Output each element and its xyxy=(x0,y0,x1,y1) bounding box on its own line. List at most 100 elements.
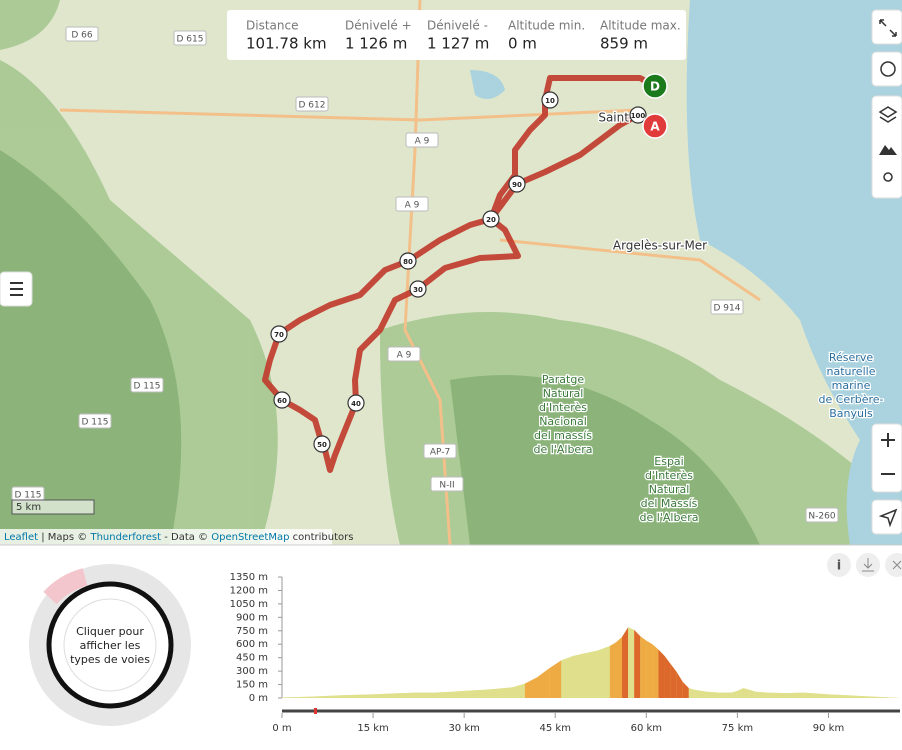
elevation-segment xyxy=(628,627,635,698)
elevation-segment xyxy=(597,646,610,698)
elevation-segment xyxy=(433,691,453,698)
km-label: 100 xyxy=(631,112,646,120)
road-label: N-II xyxy=(439,481,454,491)
elevation-segment xyxy=(707,691,720,698)
widget-text: afficher les xyxy=(80,639,141,652)
end-label: A xyxy=(650,120,660,134)
x-tick-label: 75 km xyxy=(722,723,753,734)
km-label: 60 xyxy=(277,397,287,405)
widget-text: Cliquer pour xyxy=(76,625,144,638)
sea-label: naturelle xyxy=(827,365,876,378)
y-tick-label: 600 m xyxy=(236,639,268,650)
elevation-segment xyxy=(640,636,647,698)
y-tick-label: 1200 m xyxy=(230,585,268,596)
road-label: AP-7 xyxy=(430,448,450,458)
link[interactable]: Leaflet xyxy=(4,532,38,543)
y-tick-label: 1350 m xyxy=(230,572,268,583)
scale-bar xyxy=(11,499,95,515)
park-label: del massís xyxy=(534,429,592,442)
stats: Distance 101.78 km Dénivelé + 1 126 m Dénive… xyxy=(246,19,681,53)
road-label: D 615 xyxy=(177,35,204,45)
stats-panel xyxy=(227,10,686,60)
elevation-segment xyxy=(767,692,786,698)
y-tick-label: 0 m xyxy=(249,693,268,704)
km-marker xyxy=(629,106,647,124)
elevation-segment xyxy=(494,687,513,698)
stat-value: 1 127 m xyxy=(427,35,489,53)
elevation-segment xyxy=(561,655,574,698)
road-shield xyxy=(710,299,744,315)
stat-value: 1 126 m xyxy=(345,35,407,53)
park-label: Espai xyxy=(654,455,683,468)
icon xyxy=(879,19,897,37)
km-marker xyxy=(270,325,288,343)
road-shield xyxy=(430,476,464,492)
fullscreen-button[interactable] xyxy=(871,9,902,45)
elevation-segment xyxy=(391,693,404,698)
elevation-segment xyxy=(524,677,538,698)
route-markers: 10 100 90 20 80 30 70 60 40 50 D A xyxy=(270,73,668,453)
km-label: 80 xyxy=(403,258,413,266)
road-shield xyxy=(173,30,207,46)
close-button[interactable] xyxy=(885,553,902,577)
start-marker xyxy=(642,73,668,99)
road-label: D 115 xyxy=(82,418,109,428)
km-marker xyxy=(541,91,559,109)
info-button[interactable] xyxy=(827,553,851,577)
text: contributors xyxy=(293,532,354,543)
elevation-segment xyxy=(846,695,865,698)
km-label: 70 xyxy=(274,331,284,339)
layers-button-group[interactable] xyxy=(871,95,902,199)
road-label: A 9 xyxy=(415,137,430,147)
elevation-segment xyxy=(622,627,629,698)
km-label: 20 xyxy=(486,216,496,224)
scale-label: 5 km xyxy=(16,502,41,513)
elevation-segment xyxy=(804,692,829,698)
start-label: D xyxy=(650,80,660,94)
stat-value: 859 m xyxy=(600,35,648,53)
sea-label: de Cerbère- xyxy=(819,393,884,406)
stat-label: Distance xyxy=(246,19,298,33)
link[interactable]: Thunderforest xyxy=(89,532,161,543)
road-shield xyxy=(423,443,457,459)
x-tick-label: 45 km xyxy=(540,723,571,734)
icon xyxy=(879,145,897,155)
elevation-segment xyxy=(403,692,416,698)
elevation-segment xyxy=(512,683,525,698)
elevation-chart: 0 m 150 m 300 m 450 m 600 m 750 m 900 m 1050 m 1… xyxy=(230,572,900,734)
road-shield xyxy=(387,346,421,362)
elevation-segment xyxy=(743,688,750,698)
sea-label: Réserve xyxy=(829,351,873,364)
town-label: Argelès-sur-Mer xyxy=(613,239,707,253)
km-marker xyxy=(508,175,526,193)
donut-inner xyxy=(46,581,174,709)
sea-label: marine xyxy=(832,379,871,392)
elevation-segment xyxy=(634,629,641,698)
donut-outer xyxy=(29,564,191,726)
elevation-segment xyxy=(883,697,900,698)
park-label: Natural xyxy=(649,483,690,496)
km-label: 50 xyxy=(317,441,327,449)
elevation-segment xyxy=(342,694,355,698)
link[interactable]: OpenStreetMap xyxy=(211,532,289,543)
park-label: de l'Albera xyxy=(534,443,593,456)
elevation-segment xyxy=(585,650,598,698)
elevation-segment xyxy=(609,642,616,698)
road-label: D 66 xyxy=(71,31,93,41)
settings-button[interactable] xyxy=(871,51,902,87)
road-label: A 9 xyxy=(405,201,420,211)
elevation-segment xyxy=(615,637,623,698)
icon xyxy=(878,106,898,123)
park-label: Nacional xyxy=(539,415,587,428)
elevation-segment xyxy=(573,653,586,698)
elevation-segment xyxy=(282,697,295,698)
x-tick-label: 90 km xyxy=(813,723,844,734)
stat-value: 101.78 km xyxy=(246,35,327,53)
elevation-segment xyxy=(537,668,550,698)
elevation-segment xyxy=(658,649,665,698)
lake xyxy=(470,70,505,99)
